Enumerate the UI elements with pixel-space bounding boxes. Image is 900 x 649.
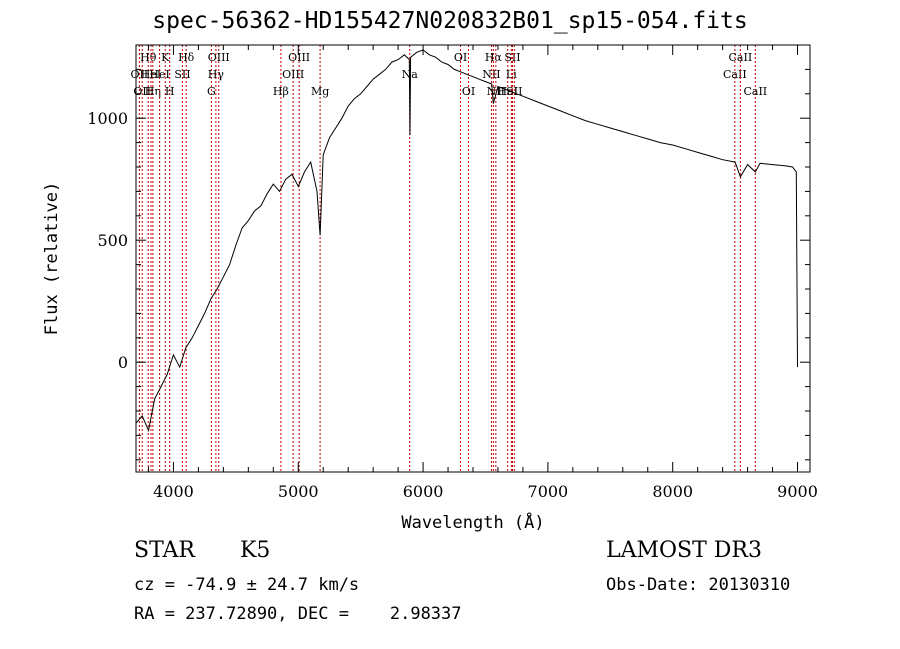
line-label: NII <box>482 68 500 81</box>
spectrum-line <box>135 49 798 433</box>
line-label: Hα <box>485 51 503 64</box>
line-label: Hη <box>145 85 161 98</box>
redshift-text: cz = -74.9 ± 24.7 km/s <box>134 575 360 595</box>
y-tick-label: 500 <box>97 231 128 250</box>
line-label: OIII <box>282 68 304 81</box>
line-label: OIII <box>288 51 310 64</box>
line-label: Hβ <box>273 85 289 98</box>
line-label: NII <box>487 85 505 98</box>
x-tick-label: 6000 <box>403 482 444 501</box>
object-class: STAR <box>134 538 195 563</box>
line-label: OI <box>454 51 467 64</box>
line-label: HeI <box>149 68 169 81</box>
line-label: H <box>165 85 175 98</box>
y-axis-label: Flux (relative) <box>42 182 62 336</box>
line-label: Hδ <box>178 51 195 64</box>
line-label: G <box>207 85 216 98</box>
radec-text: RA = 237.72890, DEC = 2.98337 <box>134 604 462 624</box>
plot-frame <box>135 44 811 473</box>
x-tick-label: 9000 <box>777 482 818 501</box>
x-tick-label: 5000 <box>278 482 319 501</box>
line-label: OIII <box>208 51 230 64</box>
line-label: SII <box>504 51 520 64</box>
line-label: CaII <box>729 51 753 64</box>
y-tick-label: 0 <box>118 353 128 372</box>
line-label: OII <box>133 85 151 98</box>
line-label: HeI <box>141 68 161 81</box>
object-subclass: K5 <box>240 538 271 563</box>
line-label: Hθ <box>140 51 157 64</box>
line-label: Li <box>506 68 517 81</box>
x-tick-label: 8000 <box>652 482 693 501</box>
line-label: SII <box>506 85 522 98</box>
obs-date: Obs-Date: 20130310 <box>606 575 791 595</box>
line-label: Hγ <box>208 68 225 81</box>
line-label: OI <box>462 85 475 98</box>
y-tick-label: 1000 <box>87 109 128 128</box>
line-label: CaII <box>743 85 767 98</box>
chart-title: spec-56362-HD155427N020832B01_sp15-054.f… <box>152 8 748 34</box>
survey-label: LAMOST DR3 <box>606 538 762 563</box>
line-label: SII <box>174 68 190 81</box>
line-label: CaII <box>723 68 747 81</box>
line-label: K <box>161 51 170 64</box>
x-tick-label: 4000 <box>153 482 194 501</box>
line-label: OII <box>131 68 149 81</box>
line-label: Mg <box>311 85 329 98</box>
x-tick-label: 7000 <box>528 482 569 501</box>
x-axis-label: Wavelength (Å) <box>401 511 544 533</box>
